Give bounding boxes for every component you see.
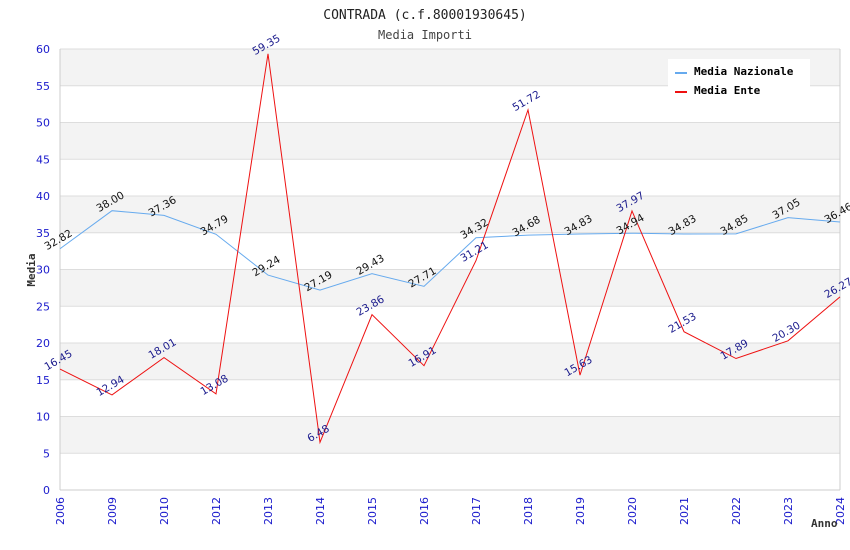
series-lines: [59, 53, 841, 445]
grid-band: [60, 343, 840, 380]
grid-band: [60, 416, 840, 454]
y-tick-label: 0: [43, 484, 50, 497]
data-label: 31.21: [458, 239, 490, 264]
y-axis-label: Media: [25, 253, 38, 286]
axes: [59, 49, 841, 491]
x-tick-label: 2009: [106, 497, 119, 525]
x-tick-label: 2020: [626, 497, 639, 525]
x-tick-label: 2010: [158, 497, 171, 525]
x-tick-label: 2012: [210, 497, 223, 525]
y-tick-label: 50: [36, 117, 50, 130]
data-label: 21.53: [666, 310, 698, 335]
grid-band: [60, 196, 840, 233]
y-axis-ticks: 0 5 10 15 20 25 30 35 40 45 50 55 60: [36, 43, 50, 497]
grid-bands: [60, 49, 840, 454]
y-tick-label: 15: [36, 374, 50, 387]
x-tick-label: 2019: [574, 497, 587, 525]
x-tick-label: 2013: [262, 497, 275, 525]
y-tick-label: 55: [36, 80, 50, 93]
y-tick-label: 60: [36, 43, 50, 56]
y-tick-label: 45: [36, 153, 50, 166]
chart-title: CONTRADA (c.f.80001930645): [323, 8, 527, 23]
x-tick-label: 2022: [730, 497, 743, 525]
series-line-media-nazionale: [59, 210, 841, 291]
y-tick-label: 10: [36, 411, 50, 424]
grid-lines: [60, 48, 840, 491]
x-tick-label: 2024: [834, 497, 847, 525]
legend-label-media-ente: Media Ente: [694, 84, 761, 97]
legend-box: [668, 59, 810, 101]
x-tick-label: 2018: [522, 497, 535, 525]
x-tick-label: 2014: [314, 497, 327, 525]
grid-band: [60, 122, 840, 160]
x-tick-label: 2016: [418, 497, 431, 525]
chart-subtitle: Media Importi: [378, 28, 472, 42]
x-tick-label: 2015: [366, 497, 379, 525]
y-tick-label: 40: [36, 190, 50, 203]
series-line-media-ente: [59, 53, 841, 445]
y-tick-label: 5: [43, 447, 50, 460]
legend: Media Nazionale Media Ente: [668, 59, 810, 101]
x-axis-ticks: 2006 2009 2010 2012 2013 2014 2015 2016 2017 2018…: [54, 497, 847, 525]
x-axis-label: Anno: [811, 517, 838, 530]
grid-band: [60, 269, 840, 307]
x-tick-label: 2021: [678, 497, 691, 525]
x-tick-label: 2023: [782, 497, 795, 525]
x-tick-label: 2017: [470, 497, 483, 525]
x-tick-label: 2006: [54, 497, 67, 525]
y-tick-label: 30: [36, 264, 50, 277]
y-tick-label: 20: [36, 337, 50, 350]
legend-label-media-nazionale: Media Nazionale: [694, 65, 794, 78]
data-label: 51.72: [510, 89, 542, 114]
y-tick-label: 35: [36, 227, 50, 240]
y-tick-label: 25: [36, 300, 50, 313]
